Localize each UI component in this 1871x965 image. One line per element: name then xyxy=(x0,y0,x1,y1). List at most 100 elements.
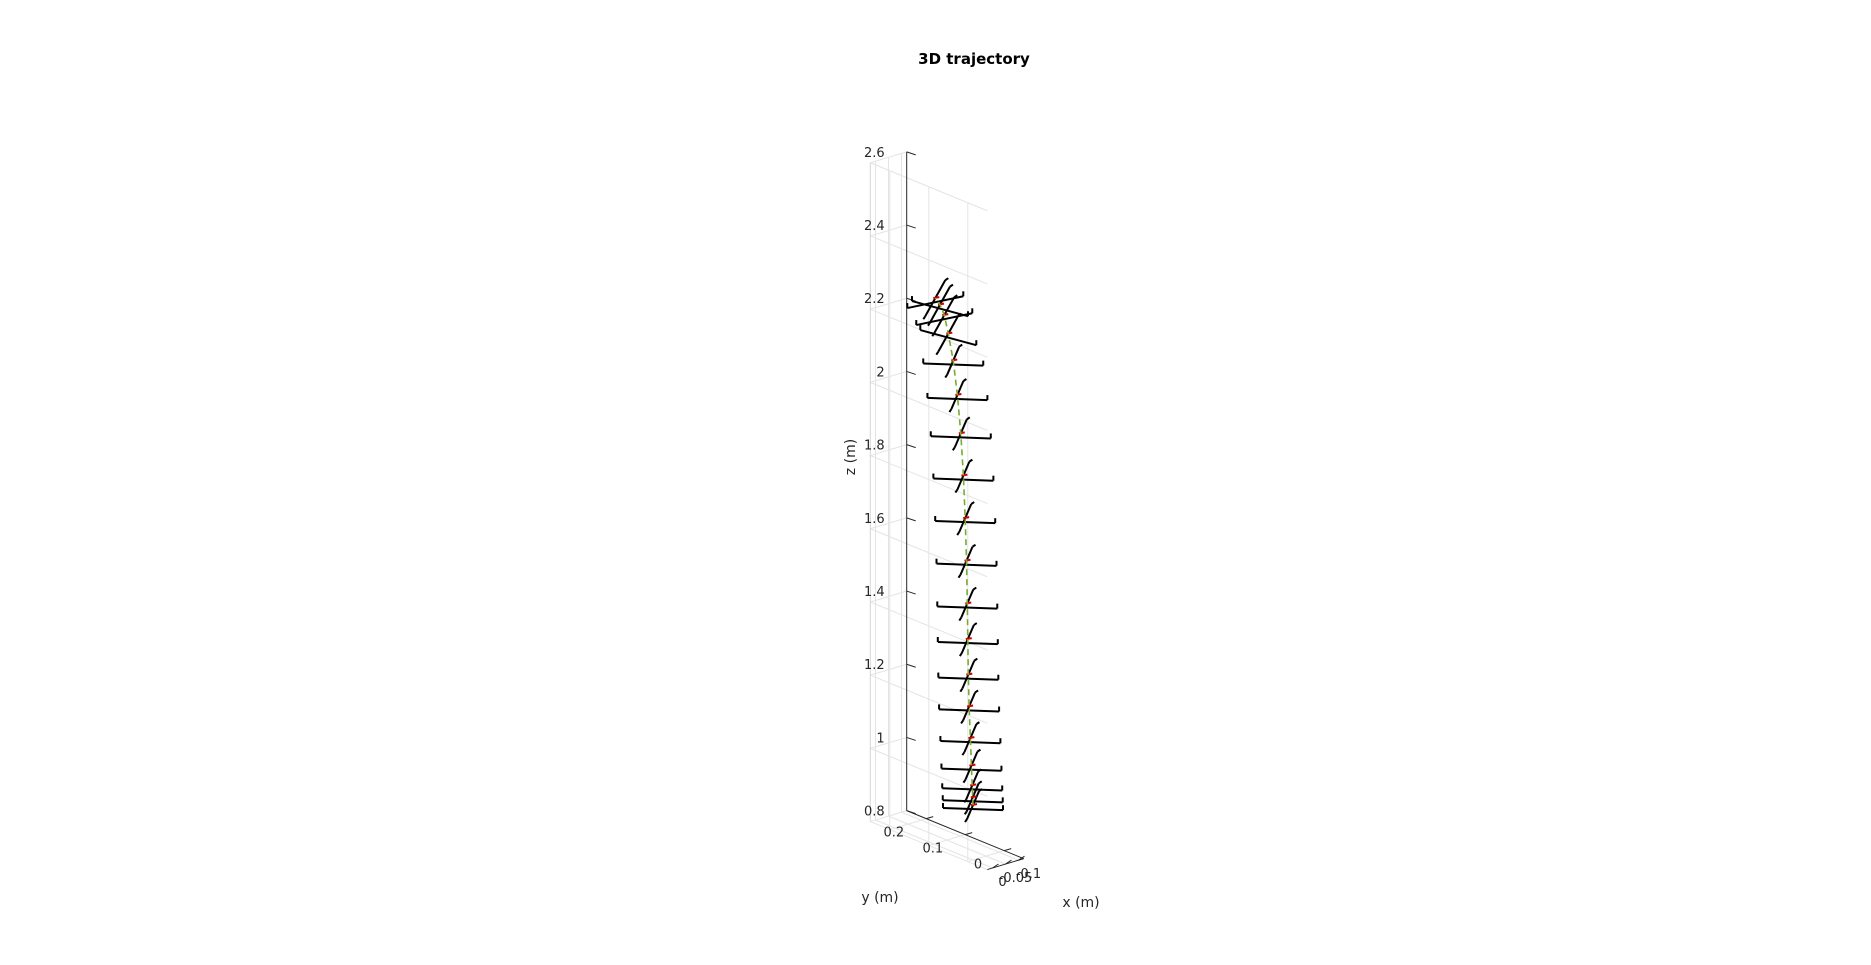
z-tick-label: 1.6 xyxy=(864,512,885,527)
drone-heading xyxy=(968,736,975,740)
drone-heading xyxy=(955,393,962,396)
drone-heading xyxy=(970,803,978,807)
drone-rotor xyxy=(962,378,967,382)
drone-heading xyxy=(946,331,953,335)
drone-rotor xyxy=(954,489,959,494)
drone-heading xyxy=(942,313,949,317)
text-layer: 3D trajectory x (m) y (m) z (m) 0.8 1 1.2 1… xyxy=(843,50,1100,911)
x-tick xyxy=(1005,859,1012,865)
drone-rotor xyxy=(978,780,983,785)
drone-rotor xyxy=(960,719,964,725)
gridline-z-side xyxy=(870,151,907,164)
drone-arm xyxy=(930,435,991,440)
z-tick-label: 1.8 xyxy=(864,439,885,454)
axes-layer xyxy=(906,151,1025,871)
z-tick xyxy=(906,736,916,741)
drone-heading xyxy=(966,672,973,676)
x-tick-label: -0.05 xyxy=(999,871,1033,886)
z-tick xyxy=(906,444,916,449)
chart-title: 3D trajectory xyxy=(918,50,1030,68)
y-tick xyxy=(965,832,973,836)
drone-rotor xyxy=(974,689,979,694)
drone-rotor xyxy=(963,798,968,803)
drone-heading xyxy=(933,296,940,300)
drone-rotor xyxy=(958,343,963,348)
z-tick xyxy=(906,517,916,522)
z-tick xyxy=(906,224,916,229)
z-tick-label: 1.2 xyxy=(864,658,885,673)
drone-rotor xyxy=(956,531,961,536)
z-tick-label: 2.2 xyxy=(864,292,885,307)
x-tick xyxy=(992,863,999,869)
y-tick xyxy=(926,816,934,820)
y-tick-label: 0 xyxy=(974,858,982,873)
drone-rotor xyxy=(972,586,977,591)
drone-heading xyxy=(966,704,974,708)
drone-frame xyxy=(906,277,965,320)
drone-rotor xyxy=(948,408,953,413)
drone-heading xyxy=(963,516,970,520)
z-tick-label: 1 xyxy=(876,731,884,746)
drone-frame xyxy=(926,378,989,413)
drone-rotor xyxy=(973,622,978,626)
drone-rotor xyxy=(959,688,964,693)
drone-heading xyxy=(965,601,972,605)
drone-heading xyxy=(958,431,965,435)
drone-rotor xyxy=(944,373,949,379)
drone-heading xyxy=(969,763,976,767)
z-tick-label: 2.6 xyxy=(864,146,885,161)
gridline-x-floor xyxy=(875,819,993,869)
z-tick-label: 0.8 xyxy=(864,805,885,820)
drone-rotor xyxy=(927,322,931,327)
drone-rotor xyxy=(976,748,981,753)
x-axis-label: x (m) xyxy=(1062,895,1099,911)
z-tick xyxy=(906,151,916,156)
drone-arm xyxy=(911,300,969,318)
drone-rotor xyxy=(931,332,936,337)
drone-rotor xyxy=(949,283,954,288)
drone-arm xyxy=(937,605,998,610)
drone-arm xyxy=(907,295,964,310)
drone-heading xyxy=(961,473,968,477)
y-tick-label: 0.2 xyxy=(884,826,905,841)
drone-rotor xyxy=(971,543,977,548)
drone-rotor xyxy=(944,277,949,282)
drone-rotor xyxy=(953,294,958,298)
drone-heading xyxy=(970,783,977,787)
x-tick-label: -0.1 xyxy=(1016,867,1041,882)
drone-rotor xyxy=(970,501,975,505)
grid-layer xyxy=(869,151,1019,871)
z-tick xyxy=(906,370,916,375)
drone-rotor xyxy=(951,446,956,451)
drone-heading xyxy=(951,358,958,362)
trajectory-layer xyxy=(934,297,974,806)
y-tick-label: 0.1 xyxy=(923,842,944,857)
drone-rotor xyxy=(935,351,940,356)
y-tick xyxy=(1004,848,1012,852)
drone-arm xyxy=(927,396,988,402)
drone-heading xyxy=(970,795,977,799)
x-tick-label: 0 xyxy=(998,875,1006,890)
z-tick-label: 2.4 xyxy=(864,219,885,234)
drone-rotor xyxy=(958,616,963,622)
z-axis-label: z (m) xyxy=(843,439,859,475)
drone-rotor xyxy=(964,818,968,823)
drone-arm xyxy=(920,329,977,347)
drone-heading xyxy=(964,558,971,562)
z-tick xyxy=(906,590,916,595)
drone-rotor xyxy=(962,779,967,784)
z-tick-label: 1.4 xyxy=(864,585,885,600)
z-tick xyxy=(906,663,916,668)
drone-rotor xyxy=(963,810,968,815)
drone-rotor xyxy=(957,574,962,579)
drone-rotor xyxy=(958,652,963,657)
drone-rotor xyxy=(975,721,980,725)
drone-rotor xyxy=(973,657,978,662)
drone-rotor xyxy=(968,458,973,463)
gridline-x-floor xyxy=(888,815,1006,865)
y-axis-label: y (m) xyxy=(861,890,898,906)
drone-rotor xyxy=(961,751,966,756)
drone-rotor xyxy=(922,315,927,320)
